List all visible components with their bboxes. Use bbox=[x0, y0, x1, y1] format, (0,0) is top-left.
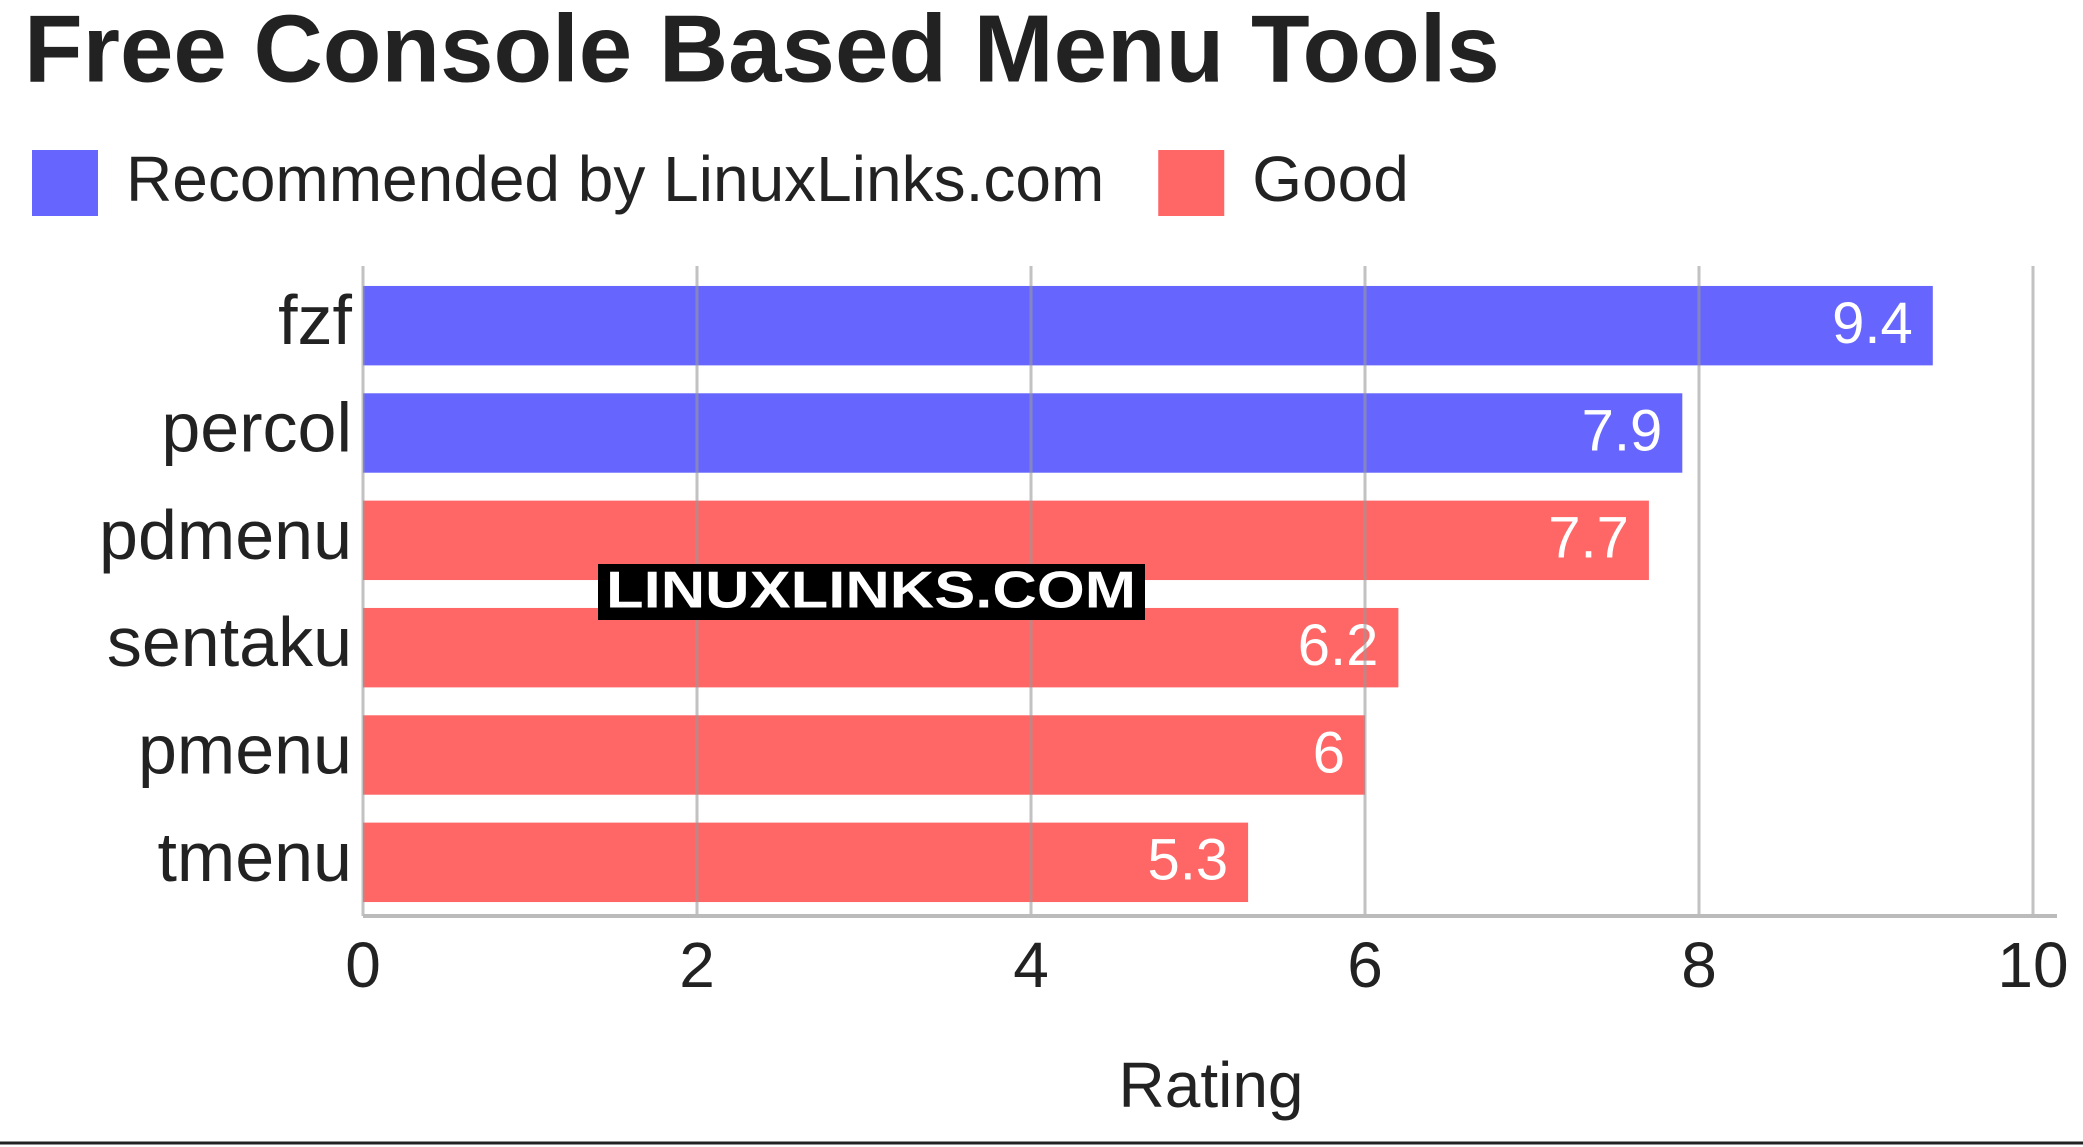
chart-title: Free Console Based Menu Tools bbox=[24, 0, 1500, 102]
bar bbox=[363, 822, 1249, 903]
x-tick-label: 8 bbox=[1681, 929, 1717, 1001]
bar bbox=[363, 285, 1933, 366]
value-label: 9.4 bbox=[1832, 291, 1913, 356]
x-tick-label: 10 bbox=[1997, 929, 2068, 1001]
x-tick-label: 0 bbox=[345, 929, 381, 1001]
y-tick-label: sentaku bbox=[107, 603, 352, 681]
bar bbox=[363, 607, 1399, 688]
x-tick-label: 6 bbox=[1347, 929, 1383, 1001]
x-tick-label: 2 bbox=[679, 929, 715, 1001]
x-axis-label: Rating bbox=[1119, 1049, 1304, 1121]
bar bbox=[363, 393, 1683, 473]
x-tick-label: 4 bbox=[1013, 929, 1049, 1001]
legend-swatch bbox=[1158, 150, 1225, 216]
value-label: 5.3 bbox=[1147, 828, 1228, 893]
value-label: 6 bbox=[1313, 720, 1345, 785]
legend-label: Good bbox=[1252, 143, 1409, 215]
y-tick-label: fzf bbox=[278, 281, 352, 359]
value-label: 7.9 bbox=[1582, 398, 1663, 463]
legend-label: Recommended by LinuxLinks.com bbox=[126, 143, 1104, 215]
legend-swatch bbox=[32, 150, 98, 216]
watermark-bg bbox=[598, 564, 1145, 620]
y-tick-label: percol bbox=[161, 388, 352, 466]
value-label: 7.7 bbox=[1548, 506, 1629, 571]
y-tick-label: pmenu bbox=[138, 710, 352, 788]
watermark: LINUXLINKS.COM bbox=[606, 562, 1136, 620]
y-tick-label: tmenu bbox=[157, 818, 352, 896]
y-tick-label: pdmenu bbox=[99, 496, 352, 574]
bar bbox=[363, 715, 1365, 795]
